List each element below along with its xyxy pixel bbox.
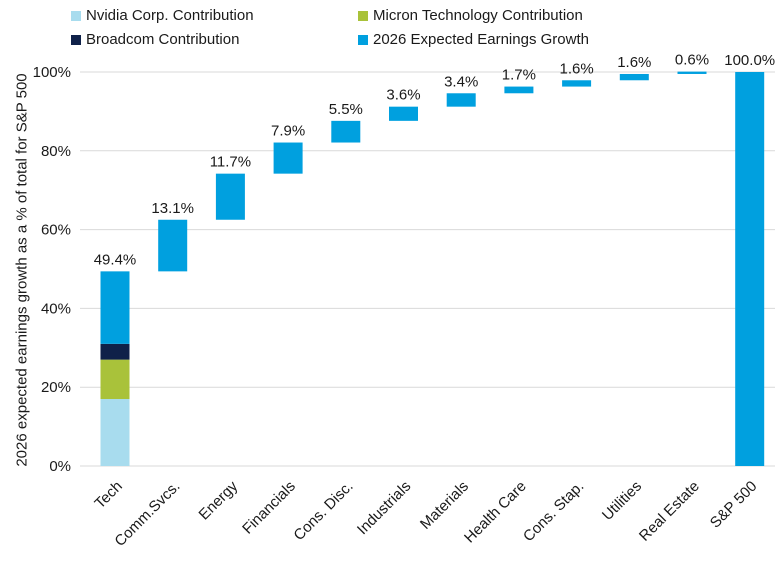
bar-8 bbox=[504, 86, 534, 94]
data-label: 1.7% bbox=[502, 67, 536, 84]
bar-2 bbox=[158, 219, 188, 272]
bar-3 bbox=[215, 173, 245, 220]
data-label: 13.1% bbox=[151, 200, 194, 217]
legend: Nvidia Corp. Contribution Micron Technol… bbox=[0, 0, 780, 56]
bar-10 bbox=[619, 73, 649, 81]
data-label: 1.6% bbox=[559, 60, 593, 77]
legend-item-micron: Micron Technology Contribution bbox=[358, 7, 583, 24]
bar-segment-broadcom bbox=[100, 343, 130, 360]
bar-9 bbox=[562, 80, 592, 87]
x-tick-label: Cons. Stap. bbox=[520, 478, 587, 545]
bar-6 bbox=[389, 106, 418, 121]
bar-11 bbox=[677, 71, 707, 74]
legend-label-nvidia: Nvidia Corp. Contribution bbox=[86, 7, 254, 24]
data-label: 5.5% bbox=[329, 101, 363, 118]
data-label: 3.6% bbox=[386, 87, 420, 104]
x-tick-label: Financials bbox=[239, 478, 299, 538]
legend-swatch-broadcom bbox=[71, 34, 81, 45]
legend-item-nvidia: Nvidia Corp. Contribution bbox=[71, 7, 254, 24]
bar-7 bbox=[446, 93, 476, 107]
legend-item-total: 2026 Expected Earnings Growth bbox=[358, 31, 589, 48]
y-tick-label: 100% bbox=[33, 64, 71, 81]
bar-4 bbox=[273, 142, 303, 174]
y-tick-label: 20% bbox=[41, 379, 71, 396]
x-tick-label: Materials bbox=[417, 478, 472, 533]
x-tick-label: Health Care bbox=[461, 478, 530, 547]
x-tick-label: S&P 500 bbox=[707, 478, 761, 532]
x-tick-label: Cons. Disc. bbox=[290, 478, 356, 544]
data-label: 1.6% bbox=[617, 54, 651, 71]
data-label: 0.6% bbox=[675, 52, 709, 69]
y-tick-label: 40% bbox=[41, 300, 71, 317]
bar-segment-total bbox=[100, 271, 130, 344]
x-tick-label: Utilities bbox=[599, 478, 645, 524]
y-tick-label: 0% bbox=[49, 458, 71, 475]
legend-item-broadcom: Broadcom Contribution bbox=[71, 31, 239, 48]
x-tick-label: Energy bbox=[196, 477, 242, 523]
x-tick-label: Real Estate bbox=[636, 478, 703, 545]
bar-12 bbox=[735, 72, 765, 466]
x-tick-label: Tech bbox=[91, 478, 125, 512]
data-label: 7.9% bbox=[271, 123, 305, 140]
legend-label-broadcom: Broadcom Contribution bbox=[86, 31, 240, 48]
legend-label-total: 2026 Expected Earnings Growth bbox=[373, 31, 589, 48]
legend-swatch-total bbox=[358, 34, 368, 45]
data-label: 11.7% bbox=[210, 154, 251, 171]
data-label: 49.4% bbox=[94, 251, 137, 268]
bar-segment-nvidia bbox=[100, 399, 130, 466]
legend-label-micron: Micron Technology Contribution bbox=[373, 7, 583, 24]
data-label: 3.4% bbox=[444, 73, 478, 90]
legend-swatch-nvidia bbox=[71, 10, 81, 21]
bar-5 bbox=[331, 120, 361, 143]
x-tick-label: Industrials bbox=[354, 478, 414, 538]
y-tick-label: 80% bbox=[41, 143, 71, 160]
y-tick-label: 60% bbox=[41, 222, 71, 239]
legend-swatch-micron bbox=[358, 10, 368, 21]
bar-segment-micron bbox=[100, 359, 130, 400]
data-label: 100.0% bbox=[724, 52, 775, 69]
